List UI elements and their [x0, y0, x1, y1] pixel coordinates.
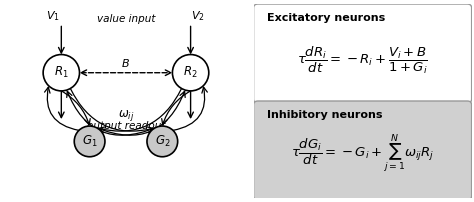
FancyBboxPatch shape [254, 4, 472, 103]
Text: $G_2$: $G_2$ [155, 134, 170, 149]
Text: $\omega_{ij}$: $\omega_{ij}$ [118, 108, 134, 123]
FancyBboxPatch shape [254, 101, 472, 200]
Text: $\tau \dfrac{dG_i}{dt} = -G_i + \sum_{j=1}^{N} \omega_{ij} R_j$: $\tau \dfrac{dG_i}{dt} = -G_i + \sum_{j=… [291, 132, 434, 175]
Text: Excitatory neurons: Excitatory neurons [267, 13, 385, 23]
Text: output readout: output readout [87, 121, 165, 131]
Circle shape [173, 55, 209, 91]
Circle shape [43, 55, 80, 91]
Text: value input: value input [97, 14, 155, 24]
Circle shape [74, 126, 105, 157]
Text: $G_1$: $G_1$ [82, 134, 97, 149]
Text: $R_1$: $R_1$ [54, 65, 69, 80]
Text: $V_2$: $V_2$ [191, 9, 205, 23]
Text: Inhibitory neurons: Inhibitory neurons [267, 110, 382, 120]
Text: $V_1$: $V_1$ [46, 9, 59, 23]
Circle shape [147, 126, 178, 157]
Text: $B$: $B$ [121, 58, 130, 69]
Text: $\tau \dfrac{dR_i}{dt} = -R_i + \dfrac{V_i + B}{1 + G_i}$: $\tau \dfrac{dR_i}{dt} = -R_i + \dfrac{V… [297, 45, 428, 76]
Text: $R_2$: $R_2$ [183, 65, 198, 80]
